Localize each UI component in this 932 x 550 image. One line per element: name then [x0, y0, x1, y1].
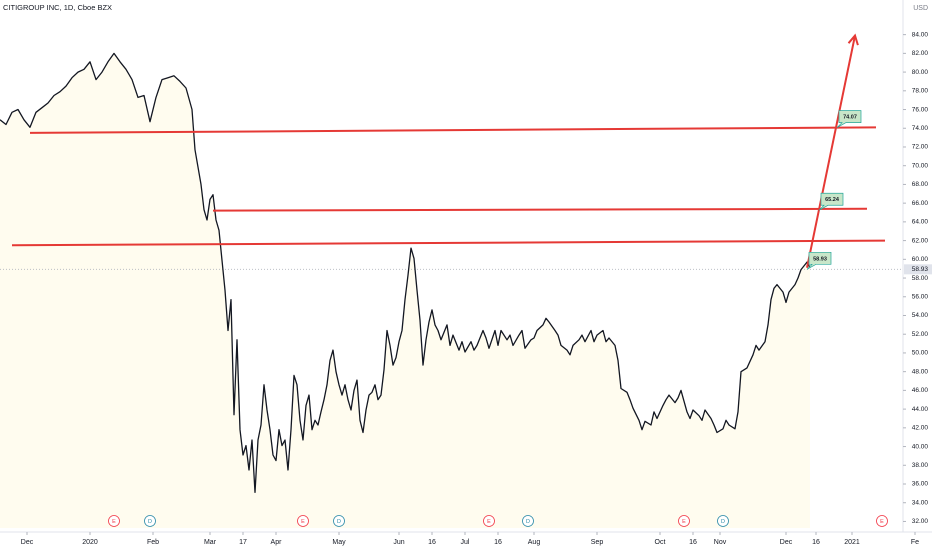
currency-label: USD	[913, 5, 928, 12]
y-tick-label: 42.00	[912, 425, 929, 432]
event-marker	[333, 515, 345, 527]
chart-title: CITIGROUP INC, 1D, Cboe BZX	[3, 3, 112, 12]
y-tick-label: 70.00	[912, 162, 929, 169]
event-label: D	[148, 519, 152, 525]
y-tick-label: 62.00	[912, 237, 929, 244]
x-tick-label: 2021	[844, 539, 860, 546]
x-tick-label: Dec	[780, 539, 793, 546]
event-marker	[144, 515, 156, 527]
event-marker	[483, 515, 495, 527]
y-tick-label: 68.00	[912, 181, 929, 188]
x-tick-label: Sep	[591, 539, 604, 546]
y-tick-label: 74.00	[912, 125, 929, 132]
event-marker	[297, 515, 309, 527]
x-tick-label: Fe	[911, 539, 919, 546]
y-tick-label: 48.00	[912, 368, 929, 375]
y-tick-label: 34.00	[912, 499, 929, 506]
x-tick-label: Feb	[147, 539, 159, 546]
callout-box	[806, 251, 832, 270]
event-marker	[108, 515, 120, 527]
y-tick-label: 46.00	[912, 387, 929, 394]
axes: 32.00 34.00 36.00 38.00 40.00 42.00 44.00 46.00…	[21, 31, 932, 546]
x-tick-label: 16	[494, 539, 502, 546]
y-tick-label: 38.00	[912, 462, 929, 469]
event-label: D	[721, 519, 725, 525]
x-tick-label: Mar	[204, 539, 217, 546]
trend-arrow	[806, 35, 856, 268]
plot-area: 74.07 65.24 58.93 E D E D E D E D E	[0, 33, 903, 529]
y-tick-label: 72.00	[912, 144, 929, 151]
y-tick-label: 78.00	[912, 88, 929, 95]
y-tick-label: 80.00	[912, 69, 929, 76]
last-price-label: 58.93	[912, 266, 929, 273]
event-label: E	[682, 519, 686, 525]
trend-line	[29, 126, 877, 134]
y-tick-label: 76.00	[912, 106, 929, 113]
y-tick-label: 64.00	[912, 219, 929, 226]
x-tick-label: 16	[812, 539, 820, 546]
y-tick-label: 84.00	[912, 31, 929, 38]
x-tick-label: 17	[239, 539, 247, 546]
y-tick-label: 52.00	[912, 331, 929, 338]
x-tick-label: Jul	[461, 539, 470, 546]
y-tick-label: 44.00	[912, 406, 929, 413]
y-tick-label: 82.00	[912, 50, 929, 57]
x-tick-label: 16	[428, 539, 436, 546]
event-marker	[876, 515, 888, 527]
x-tick-label: Oct	[655, 539, 666, 546]
y-tick-label: 58.00	[912, 275, 929, 282]
y-tick-label: 66.00	[912, 200, 929, 207]
y-tick-label: 50.00	[912, 350, 929, 357]
callout-label: 58.93	[813, 256, 827, 262]
y-tick-label: 60.00	[912, 256, 929, 263]
callout-box	[836, 110, 862, 128]
trend-line	[212, 207, 868, 212]
event-label: E	[301, 519, 305, 525]
y-tick-label: 36.00	[912, 481, 929, 488]
callout-label: 65.24	[825, 197, 840, 203]
event-marker	[717, 515, 729, 527]
event-label: E	[487, 519, 491, 525]
y-tick-label: 56.00	[912, 293, 929, 300]
x-tick-label: 2020	[82, 539, 98, 546]
y-tick-label: 40.00	[912, 443, 929, 450]
event-label: D	[337, 519, 341, 525]
x-tick-label: Nov	[714, 539, 727, 546]
x-tick-label: 16	[689, 539, 697, 546]
price-area	[0, 53, 810, 529]
x-tick-label: Apr	[271, 539, 283, 546]
y-tick-label: 32.00	[912, 518, 929, 525]
x-tick-label: Dec	[21, 539, 34, 546]
x-tick-label: Jun	[393, 539, 404, 546]
x-tick-label: May	[332, 539, 346, 546]
event-marker	[522, 515, 534, 527]
arrow-head	[847, 33, 859, 46]
event-marker	[678, 515, 690, 527]
x-tick-label: Aug	[528, 539, 541, 546]
last-price-tag	[904, 264, 932, 275]
callout-box	[818, 192, 844, 211]
event-label: E	[112, 519, 116, 525]
y-tick-label: 54.00	[912, 312, 929, 319]
event-label: E	[880, 519, 884, 525]
event-label: D	[526, 519, 530, 525]
callout-label: 74.07	[843, 115, 857, 121]
price-line	[0, 52, 811, 494]
trend-line	[11, 239, 886, 247]
